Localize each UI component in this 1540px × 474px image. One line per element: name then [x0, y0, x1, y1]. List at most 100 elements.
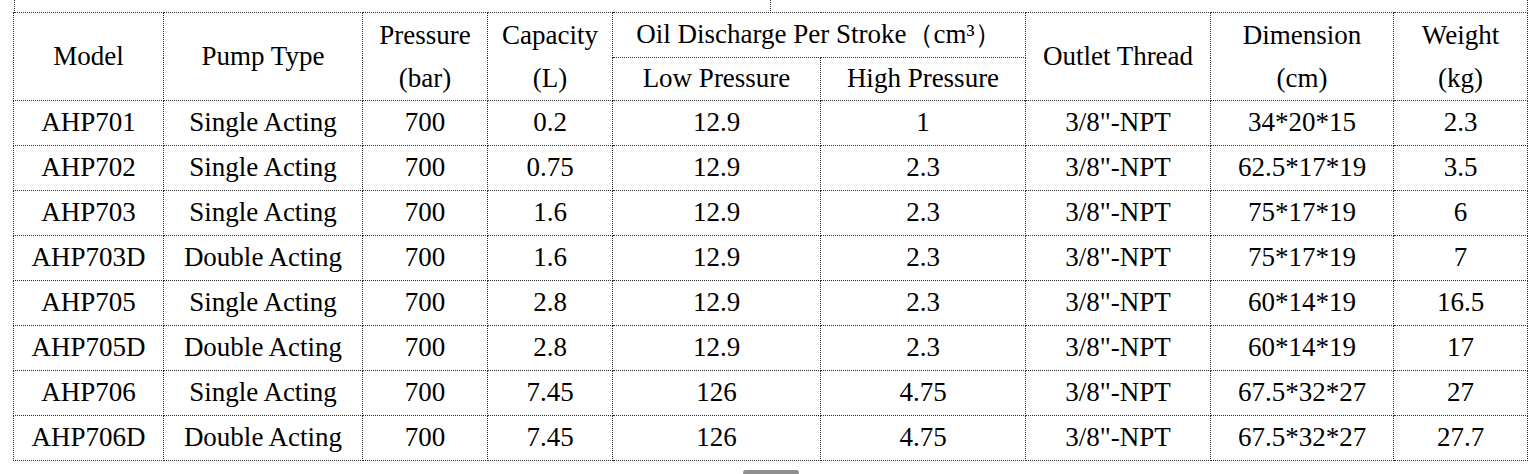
cell-capacity: 7.45 — [488, 416, 613, 461]
table-row: AHP705D Double Acting 700 2.8 12.9 2.3 3… — [14, 326, 1528, 371]
cell-pressure: 700 — [363, 281, 488, 326]
cell-weight: 16.5 — [1394, 281, 1528, 326]
cell-pump-type: Single Acting — [164, 191, 363, 236]
col-header-low-pressure: Low Pressure — [613, 58, 821, 101]
cell-weight: 7 — [1394, 236, 1528, 281]
cell-low-pressure: 12.9 — [613, 326, 821, 371]
col-header-pressure-unit: (bar) — [363, 57, 487, 100]
bottom-partial-gray-bar — [743, 470, 799, 474]
table-row: AHP702 Single Acting 700 0.75 12.9 2.3 3… — [14, 146, 1528, 191]
cell-pump-type: Double Acting — [164, 236, 363, 281]
table-row: AHP701 Single Acting 700 0.2 12.9 1 3/8"… — [14, 101, 1528, 146]
col-header-weight-unit: (kg) — [1394, 57, 1527, 100]
cell-low-pressure: 126 — [613, 416, 821, 461]
col-header-pressure: Pressure (bar) — [363, 13, 488, 101]
cell-low-pressure: 12.9 — [613, 281, 821, 326]
cell-capacity: 2.8 — [488, 326, 613, 371]
cell-weight: 27 — [1394, 371, 1528, 416]
cell-pressure: 700 — [363, 326, 488, 371]
cell-outlet-thread: 3/8"-NPT — [1026, 281, 1211, 326]
col-header-pump-type: Pump Type — [164, 13, 363, 101]
cell-outlet-thread: 3/8"-NPT — [1026, 191, 1211, 236]
col-header-dimension-label: Dimension — [1211, 14, 1393, 57]
cell-dimension: 75*17*19 — [1211, 236, 1394, 281]
cell-pump-type: Double Acting — [164, 326, 363, 371]
header-row-main: Model Pump Type Pressure (bar) Capacity … — [14, 13, 1528, 58]
cell-model: AHP705D — [14, 326, 164, 371]
cell-pressure: 700 — [363, 191, 488, 236]
cell-pressure: 700 — [363, 146, 488, 191]
cell-dimension: 62.5*17*19 — [1211, 146, 1394, 191]
cell-dimension: 67.5*32*27 — [1211, 416, 1394, 461]
table-row: AHP706 Single Acting 700 7.45 126 4.75 3… — [14, 371, 1528, 416]
cell-low-pressure: 12.9 — [613, 146, 821, 191]
cell-outlet-thread: 3/8"-NPT — [1026, 236, 1211, 281]
cell-pressure: 700 — [363, 236, 488, 281]
cell-pressure: 700 — [363, 416, 488, 461]
cell-outlet-thread: 3/8"-NPT — [1026, 101, 1211, 146]
col-header-pressure-label: Pressure — [363, 14, 487, 57]
cell-model: AHP701 — [14, 101, 164, 146]
cell-outlet-thread: 3/8"-NPT — [1026, 416, 1211, 461]
cell-low-pressure: 126 — [613, 371, 821, 416]
cell-model: AHP706D — [14, 416, 164, 461]
col-header-oil-discharge: Oil Discharge Per Stroke（cm³） — [613, 13, 1026, 58]
cell-dimension: 75*17*19 — [1211, 191, 1394, 236]
col-header-capacity-unit: (L) — [488, 57, 612, 100]
col-header-capacity: Capacity (L) — [488, 13, 613, 101]
cell-pump-type: Single Acting — [164, 101, 363, 146]
cell-capacity: 2.8 — [488, 281, 613, 326]
cell-pressure: 700 — [363, 101, 488, 146]
cell-model: AHP702 — [14, 146, 164, 191]
table-row: AHP705 Single Acting 700 2.8 12.9 2.3 3/… — [14, 281, 1528, 326]
cell-high-pressure: 2.3 — [821, 146, 1026, 191]
cell-capacity: 0.2 — [488, 101, 613, 146]
cell-low-pressure: 12.9 — [613, 101, 821, 146]
cell-weight: 3.5 — [1394, 146, 1528, 191]
col-header-dimension-unit: (cm) — [1211, 57, 1393, 100]
page: Model Pump Type Pressure (bar) Capacity … — [0, 0, 1540, 474]
cell-high-pressure: 4.75 — [821, 416, 1026, 461]
cell-low-pressure: 12.9 — [613, 191, 821, 236]
cell-pump-type: Single Acting — [164, 146, 363, 191]
cell-capacity: 0.75 — [488, 146, 613, 191]
cell-high-pressure: 1 — [821, 101, 1026, 146]
cell-weight: 2.3 — [1394, 101, 1528, 146]
cell-model: AHP703D — [14, 236, 164, 281]
pump-spec-table: Model Pump Type Pressure (bar) Capacity … — [13, 12, 1528, 461]
cell-model: AHP705 — [14, 281, 164, 326]
cell-high-pressure: 4.75 — [821, 371, 1026, 416]
col-header-dimension: Dimension (cm) — [1211, 13, 1394, 101]
cell-high-pressure: 2.3 — [821, 236, 1026, 281]
cell-high-pressure: 2.3 — [821, 326, 1026, 371]
cell-model: AHP703 — [14, 191, 164, 236]
cell-dimension: 60*14*19 — [1211, 326, 1394, 371]
cell-outlet-thread: 3/8"-NPT — [1026, 326, 1211, 371]
col-header-high-pressure: High Pressure — [821, 58, 1026, 101]
cell-capacity: 1.6 — [488, 236, 613, 281]
col-header-weight-label: Weight — [1394, 14, 1527, 57]
cell-weight: 6 — [1394, 191, 1528, 236]
cell-pump-type: Single Acting — [164, 281, 363, 326]
col-header-weight: Weight (kg) — [1394, 13, 1528, 101]
col-header-model: Model — [14, 13, 164, 101]
cell-dimension: 34*20*15 — [1211, 101, 1394, 146]
cell-pump-type: Single Acting — [164, 371, 363, 416]
cell-outlet-thread: 3/8"-NPT — [1026, 146, 1211, 191]
cell-weight: 17 — [1394, 326, 1528, 371]
cell-high-pressure: 2.3 — [821, 191, 1026, 236]
col-header-outlet-thread: Outlet Thread — [1026, 13, 1211, 101]
cell-capacity: 7.45 — [488, 371, 613, 416]
cell-pressure: 700 — [363, 371, 488, 416]
cell-low-pressure: 12.9 — [613, 236, 821, 281]
cell-dimension: 60*14*19 — [1211, 281, 1394, 326]
cell-model: AHP706 — [14, 371, 164, 416]
table-row: AHP703 Single Acting 700 1.6 12.9 2.3 3/… — [14, 191, 1528, 236]
cell-pump-type: Double Acting — [164, 416, 363, 461]
cell-capacity: 1.6 — [488, 191, 613, 236]
cell-dimension: 67.5*32*27 — [1211, 371, 1394, 416]
table-row: AHP706D Double Acting 700 7.45 126 4.75 … — [14, 416, 1528, 461]
cell-high-pressure: 2.3 — [821, 281, 1026, 326]
cell-outlet-thread: 3/8"-NPT — [1026, 371, 1211, 416]
table-row: AHP703D Double Acting 700 1.6 12.9 2.3 3… — [14, 236, 1528, 281]
